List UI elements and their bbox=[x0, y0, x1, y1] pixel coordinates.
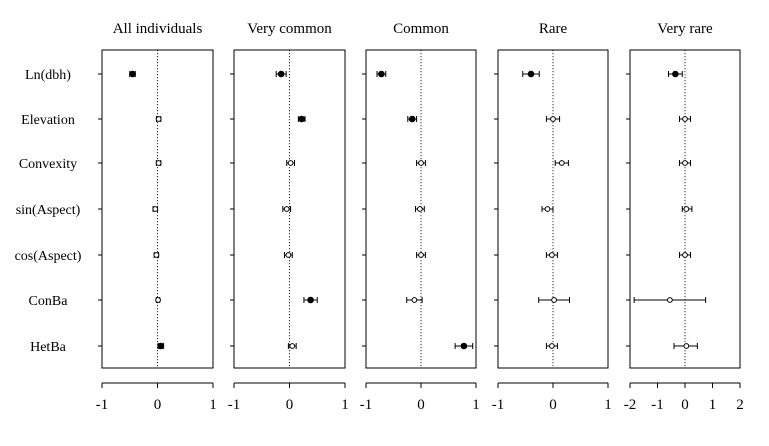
x-tick-label-very-rare-3: 1 bbox=[709, 397, 717, 413]
point-very-rare-conba bbox=[666, 297, 673, 303]
point-rare-hetba bbox=[549, 343, 555, 349]
row-label-elevation: Elevation bbox=[21, 113, 75, 128]
point-all-individuals-elevation bbox=[155, 116, 162, 122]
row-label-ln-dbh: Ln(dbh) bbox=[25, 68, 71, 83]
x-tick-label-all-individuals-2: 1 bbox=[209, 397, 217, 413]
point-rare-conba bbox=[551, 297, 557, 303]
point-very-rare-hetba bbox=[683, 343, 690, 349]
panel-title-rare: Rare bbox=[539, 21, 568, 37]
x-tick-label-very-common-2: 1 bbox=[341, 397, 349, 413]
row-label-conba: ConBa bbox=[29, 294, 69, 309]
point-common-hetba bbox=[460, 342, 468, 350]
point-very-rare-cos-aspect bbox=[682, 252, 688, 258]
point-rare-ln-dbh bbox=[527, 70, 535, 78]
point-very-common-cos-aspect bbox=[285, 252, 292, 258]
point-common-cos-aspect bbox=[418, 252, 424, 258]
point-all-individuals-convexity bbox=[155, 160, 162, 166]
x-tick-label-very-common-0: -1 bbox=[228, 397, 241, 413]
point-common-ln-dbh bbox=[378, 70, 385, 78]
x-tick-label-common-1: 0 bbox=[417, 397, 425, 413]
point-all-individuals-hetba bbox=[157, 342, 165, 350]
point-all-individuals-sin-aspect bbox=[152, 206, 159, 212]
point-rare-convexity bbox=[558, 160, 565, 166]
x-tick-label-very-rare-2: 0 bbox=[681, 397, 689, 413]
point-rare-elevation bbox=[550, 116, 556, 122]
point-very-rare-ln-dbh bbox=[672, 70, 679, 78]
point-rare-cos-aspect bbox=[549, 252, 555, 258]
point-very-rare-sin-aspect bbox=[683, 206, 690, 212]
row-label-hetba: HetBa bbox=[30, 340, 67, 355]
point-common-elevation bbox=[408, 115, 416, 123]
point-very-common-conba bbox=[307, 296, 314, 304]
point-all-individuals-cos-aspect bbox=[153, 252, 160, 258]
row-label-sin-aspect: sin(Aspect) bbox=[16, 203, 81, 218]
point-all-individuals-ln-dbh bbox=[129, 70, 136, 78]
point-rare-sin-aspect bbox=[544, 206, 551, 212]
point-common-conba bbox=[411, 297, 418, 303]
row-label-cos-aspect: cos(Aspect) bbox=[15, 249, 82, 264]
x-tick-label-common-2: 1 bbox=[472, 397, 480, 413]
x-tick-label-all-individuals-0: -1 bbox=[96, 397, 109, 413]
x-tick-label-all-individuals-1: 0 bbox=[154, 397, 162, 413]
x-tick-label-common-0: -1 bbox=[360, 397, 373, 413]
x-tick-label-very-rare-1: -1 bbox=[651, 397, 664, 413]
point-common-convexity bbox=[418, 160, 424, 166]
x-tick-label-rare-2: 1 bbox=[604, 397, 612, 413]
point-very-rare-elevation bbox=[682, 116, 688, 122]
panel-title-all-individuals: All individuals bbox=[113, 21, 203, 37]
panel-title-very-rare: Very rare bbox=[657, 21, 713, 37]
point-very-common-sin-aspect bbox=[283, 206, 290, 212]
point-very-common-elevation bbox=[298, 115, 306, 123]
panel-title-very-common: Very common bbox=[247, 21, 332, 37]
panel-title-common: Common bbox=[393, 21, 449, 37]
x-tick-label-very-rare-4: 2 bbox=[736, 397, 744, 413]
point-all-individuals-conba bbox=[155, 297, 161, 303]
point-very-rare-convexity bbox=[682, 160, 688, 166]
x-tick-label-very-rare-0: -2 bbox=[624, 397, 637, 413]
point-common-sin-aspect bbox=[417, 206, 423, 212]
x-tick-label-rare-1: 0 bbox=[549, 397, 557, 413]
point-very-common-convexity bbox=[287, 160, 294, 166]
x-tick-label-rare-0: -1 bbox=[492, 397, 505, 413]
point-very-common-ln-dbh bbox=[277, 70, 285, 78]
x-tick-label-very-common-1: 0 bbox=[286, 397, 294, 413]
row-label-convexity: Convexity bbox=[19, 157, 77, 172]
point-very-common-hetba bbox=[289, 343, 296, 349]
